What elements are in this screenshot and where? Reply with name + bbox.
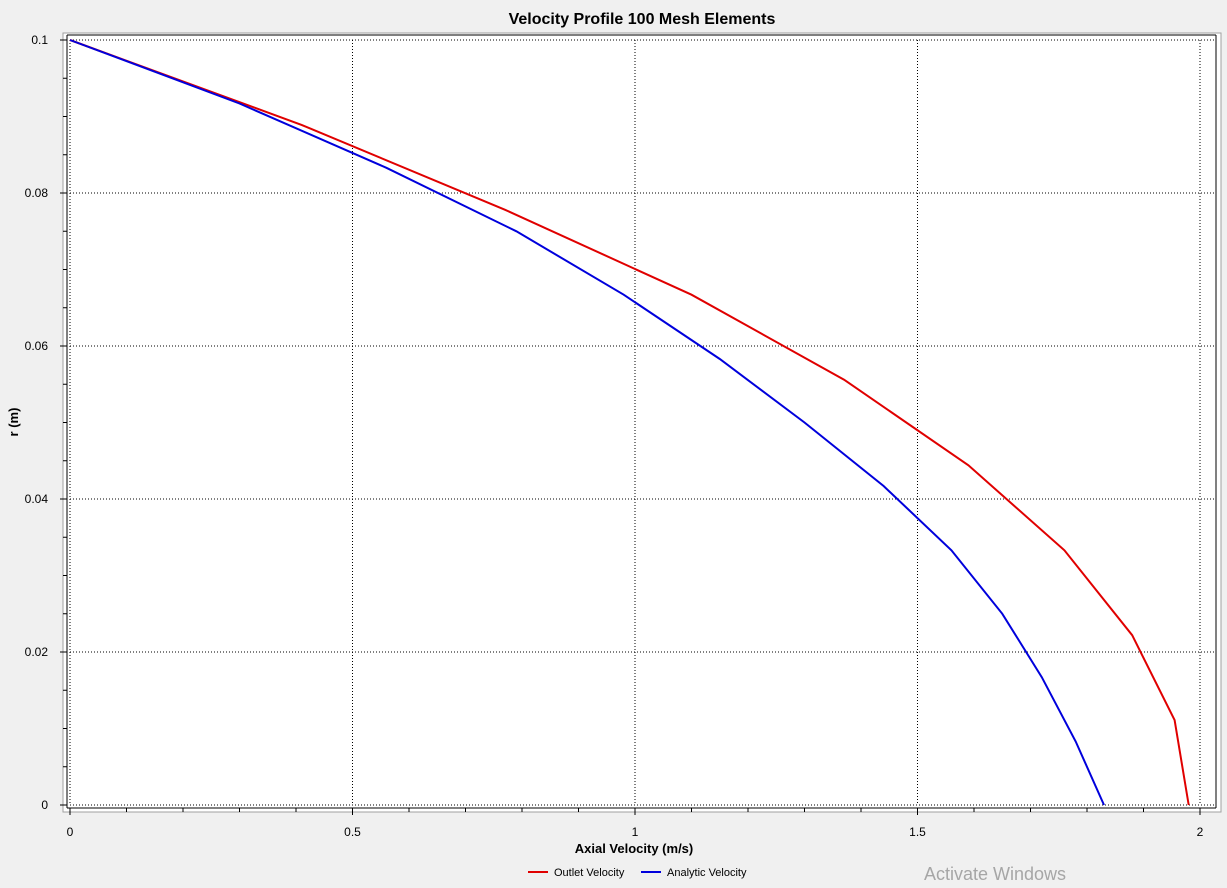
x-axis: 0 0.5 1 1.5 2 [67,808,1204,839]
y-tick-label: 0.06 [25,339,49,353]
x-tick-label: 0 [67,825,74,839]
x-tick-label: 0.5 [344,825,361,839]
series-group [69,39,1190,806]
y-axis: 0 0.02 0.04 0.06 0.08 0.1 [25,33,67,812]
activate-windows-watermark: Activate Windows [924,864,1067,884]
plot-area [62,32,1222,813]
y-tick-label: 0.04 [25,492,49,506]
series-line-outlet [69,39,1190,806]
y-tick-label: 0.02 [25,645,49,659]
x-tick-label: 1 [632,825,639,839]
y-tick-label: 0.1 [31,33,48,47]
legend-label: Outlet Velocity [554,867,625,879]
chart-title: Velocity Profile 100 Mesh Elements [509,11,776,28]
x-axis-label: Axial Velocity (m/s) [575,841,694,856]
plot-background [62,32,1222,813]
series-line-analytic [69,39,1105,806]
y-tick-label: 0 [41,798,48,812]
legend-label: Analytic Velocity [667,867,747,879]
x-tick-label: 1.5 [909,825,926,839]
y-axis-label: r (m) [6,408,21,437]
x-tick-label: 2 [1197,825,1204,839]
legend: Outlet Velocity Analytic Velocity [528,867,747,879]
y-tick-label: 0.08 [25,186,49,200]
